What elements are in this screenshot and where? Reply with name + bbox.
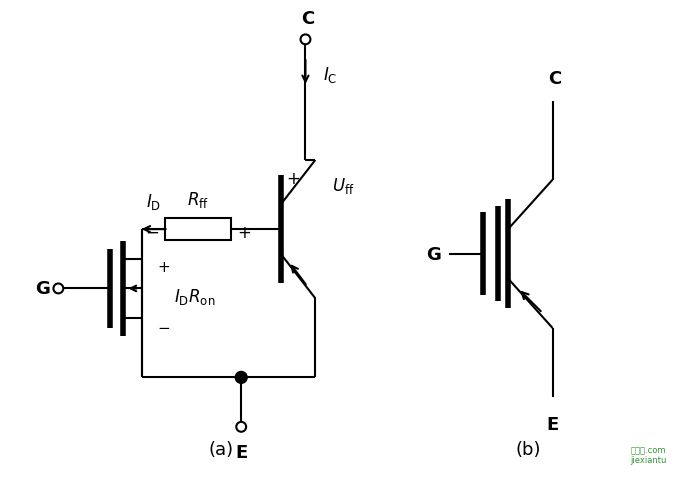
Text: G: G [35, 280, 50, 298]
Text: 接线图.com
jiexiantu: 接线图.com jiexiantu [630, 445, 666, 465]
Text: +: + [237, 224, 251, 241]
Text: (b): (b) [515, 441, 541, 458]
Text: −: − [145, 224, 159, 241]
Text: $I_{\mathrm{D}}$: $I_{\mathrm{D}}$ [146, 192, 161, 212]
Text: −: − [158, 321, 170, 336]
Text: $U_{\mathrm{ff}}$: $U_{\mathrm{ff}}$ [332, 175, 355, 195]
Text: +: + [158, 260, 170, 275]
Text: G: G [426, 245, 442, 264]
Text: (a): (a) [209, 441, 234, 458]
Text: C: C [301, 11, 314, 28]
Text: $I_{\mathrm{C}}$: $I_{\mathrm{C}}$ [323, 65, 338, 85]
Text: $R_{\mathrm{ff}}$: $R_{\mathrm{ff}}$ [187, 190, 209, 210]
Text: $I_{\mathrm{D}}R_{\mathrm{on}}$: $I_{\mathrm{D}}R_{\mathrm{on}}$ [174, 287, 216, 307]
Text: +: + [287, 169, 300, 187]
Bar [165, 219, 232, 240]
Text: C: C [548, 70, 561, 88]
Text: E: E [546, 415, 559, 433]
Text: E: E [235, 443, 247, 461]
Circle shape [235, 372, 247, 384]
